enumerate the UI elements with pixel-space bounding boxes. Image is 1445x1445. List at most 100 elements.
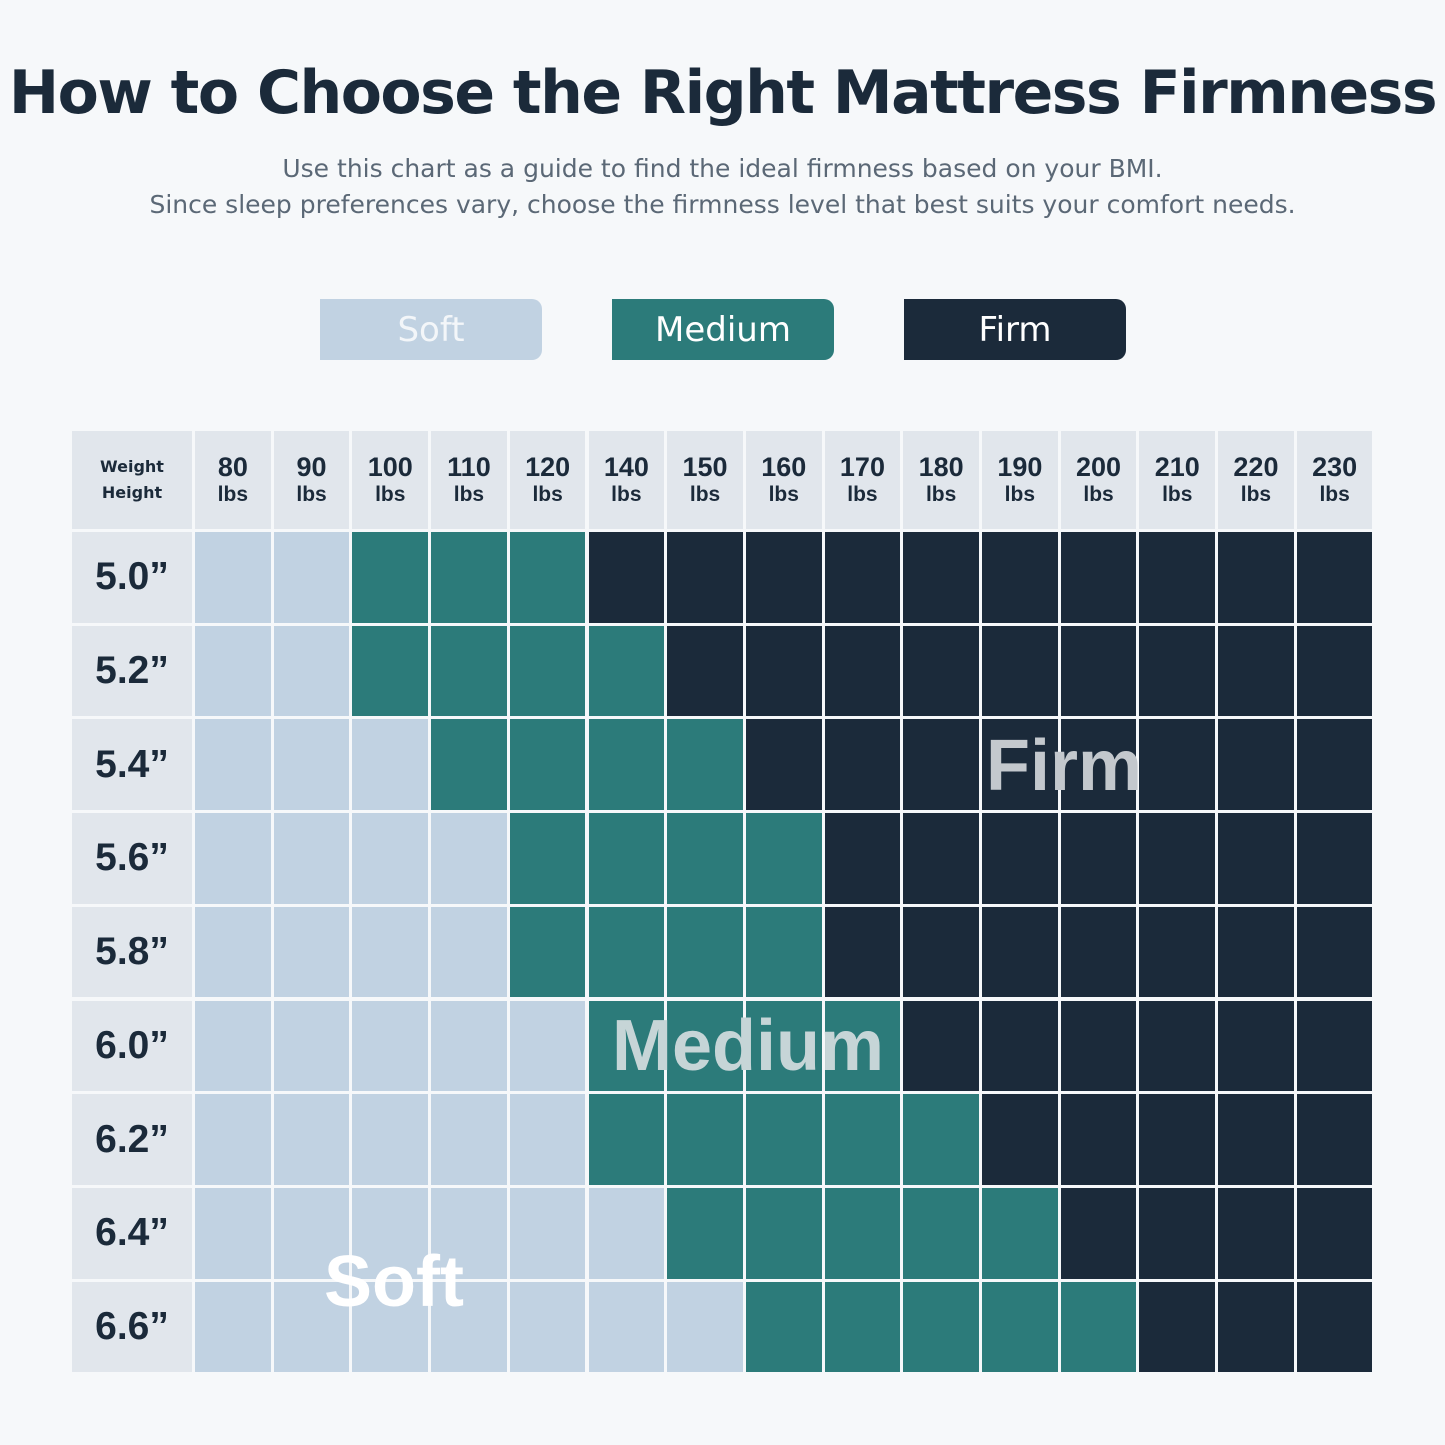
heatmap-cell-soft [588,1187,665,1279]
column-header-unit: lbs [217,483,249,506]
heatmap-cell-soft [352,1094,429,1185]
heatmap-cell-firm [1060,906,1137,998]
column-header: 80 lbs [195,431,271,529]
heatmap-cell-medium [509,813,586,904]
heatmap-cell-soft [352,719,429,811]
heatmap-cell-medium [509,625,586,717]
heatmap-cell-soft [352,1281,429,1373]
heatmap-cell-medium [745,1094,822,1185]
row-header: 6.0” [72,1000,192,1092]
column-header-weight: 160 [761,452,807,482]
column-header-weight: 150 [682,452,728,482]
heatmap-cell-medium [824,1094,901,1185]
page-title: How to Choose the Right Mattress Firmnes… [8,58,1438,128]
column-header: 90 lbs [273,431,350,529]
heatmap-cell-medium [509,719,586,811]
heatmap-cell-firm [1060,1094,1137,1185]
column-header: 170 lbs [824,431,901,529]
heatmap-cell-firm [1296,813,1373,904]
heatmap-cell-medium [352,532,429,623]
heatmap-cell-firm [824,532,901,623]
heatmap-cell-firm [1296,1000,1373,1092]
heatmap-cell-medium [431,532,507,623]
heatmap-cell-firm [1139,813,1216,904]
heatmap-cell-firm [982,625,1058,717]
legend-soft: Soft [320,299,542,360]
heatmap-cell-soft [431,1000,507,1092]
heatmap-cell-soft [273,719,350,811]
heatmap-cell-firm [1218,625,1294,717]
heatmap-cell-soft [195,532,271,623]
heatmap-cell-firm [824,906,901,998]
column-header-weight: 140 [603,452,649,482]
zone-label-firm: Firm [986,726,1143,806]
heatmap-cell-medium [352,625,429,717]
heatmap-cell-medium [667,719,743,811]
heatmap-cell-medium [745,813,822,904]
heatmap-cell-firm [1139,1094,1216,1185]
heatmap-cell-soft [431,813,507,904]
column-header-unit: lbs [1004,483,1036,506]
row-header-height: 5.2” [95,649,169,693]
heatmap-cell-firm [1060,532,1137,623]
heatmap-cell-firm [1139,532,1216,623]
column-header-weight: 190 [997,452,1043,482]
zone-label-soft: Soft [324,1242,464,1322]
column-header-weight: 180 [918,452,964,482]
heatmap-cell-firm [1218,532,1294,623]
heatmap-cell-medium [431,719,507,811]
heatmap-cell-medium [824,1281,901,1373]
heatmap-cell-firm [1139,719,1216,811]
heatmap-cell-firm [667,532,743,623]
heatmap-cell-soft [431,1187,507,1279]
heatmap-cell-medium [903,1094,979,1185]
corner-height-label: Height [101,483,163,502]
column-header-weight: 230 [1312,452,1358,482]
heatmap-cell-medium [431,625,507,717]
heatmap-cell-medium [1060,1281,1137,1373]
row-header-height: 5.0” [95,555,169,599]
row-header: 6.6” [72,1281,192,1373]
heatmap-cell-soft [352,1000,429,1092]
heatmap-cell-soft [273,532,350,623]
heatmap-cell-medium [745,1187,822,1279]
column-header-unit: lbs [1240,483,1272,506]
column-header-unit: lbs [611,483,642,506]
heatmap-cell-firm [903,532,979,623]
subtitle-line-1: Use this chart as a guide to find the id… [282,154,1163,183]
heatmap-cell-medium [745,1281,822,1373]
heatmap-cell-soft [195,625,271,717]
row-header: 6.2” [72,1094,192,1185]
column-header: 160 lbs [745,431,822,529]
heatmap-cell-soft [195,813,271,904]
column-header-weight: 90 [296,452,327,482]
column-header-unit: lbs [768,483,799,506]
heatmap-cell-soft [195,1187,271,1279]
heatmap-cell-firm [1296,1281,1373,1373]
heatmap-cell-firm [824,625,901,717]
column-header-weight: 120 [525,452,571,482]
heatmap-cell-medium [667,1000,743,1092]
legend-firm: Firm [904,299,1126,360]
heatmap-cell-medium [824,1000,901,1092]
heatmap-cell-firm [1218,1000,1294,1092]
heatmap-cell-soft [273,1187,350,1279]
corner-header: Weight Height [72,431,192,529]
column-header-unit: lbs [532,483,563,506]
column-header: 220 lbs [1218,431,1294,529]
heatmap-cell-medium [667,1094,743,1185]
heatmap-cell-medium [588,813,665,904]
column-header-weight: 80 [217,452,248,482]
row-header-height: 5.4” [95,742,169,786]
heatmap-cell-medium [667,906,743,998]
heatmap-cell-soft [352,1187,429,1279]
heatmap-cell-firm [667,625,743,717]
heatmap-cell-firm [745,625,822,717]
heatmap-cell-firm [1296,1094,1373,1185]
heatmap-cell-soft [195,1000,271,1092]
column-header-unit: lbs [375,483,406,506]
heatmap-cell-firm [1060,1187,1137,1279]
column-header-unit: lbs [925,483,957,506]
row-header: 5.0” [72,532,192,623]
heatmap-cell-soft [588,1281,665,1373]
